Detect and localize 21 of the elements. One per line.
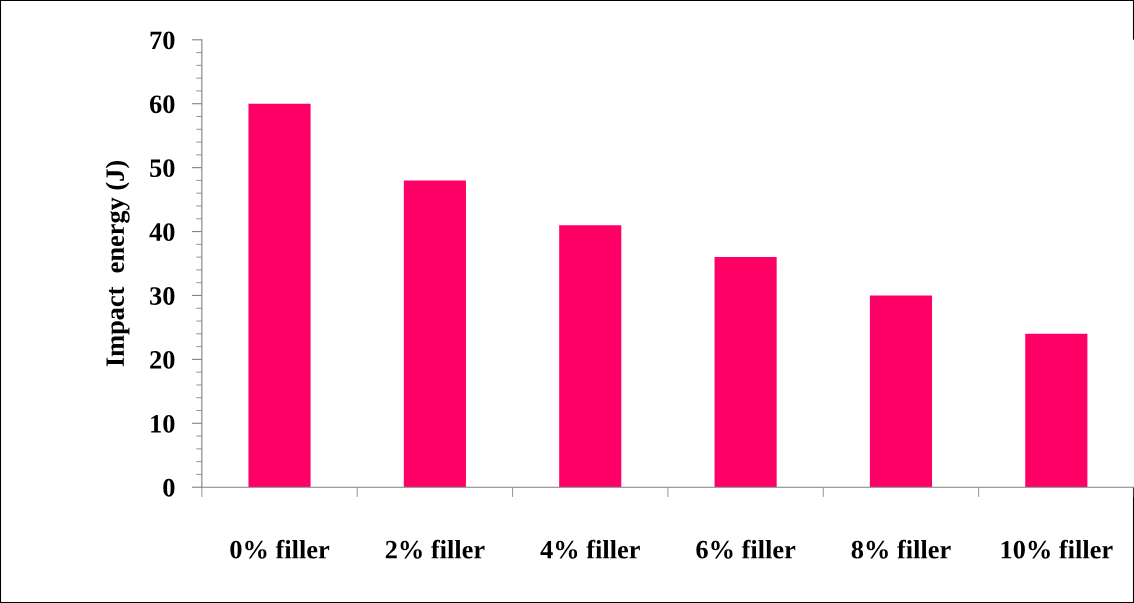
x-tick-label: 2% filler — [385, 539, 485, 559]
x-tick-label: 10% filler — [1001, 539, 1113, 559]
y-tick-label: 20 — [150, 351, 175, 369]
y-tick-label: 70 — [150, 31, 175, 50]
x-tick-label: 0% filler — [230, 539, 330, 559]
bar — [559, 225, 622, 488]
x-tick-label: 6% filler — [696, 539, 796, 559]
x-tick-label: 8% filler — [851, 539, 951, 559]
x-tick-label: 4% filler — [540, 539, 640, 559]
bar — [248, 103, 311, 488]
y-axis-title: Impact energy (J) — [105, 160, 130, 367]
bar — [714, 257, 777, 488]
y-tick-label: 60 — [149, 95, 175, 114]
y-tick-label: 30 — [150, 287, 175, 305]
y-tick-label: 0 — [163, 478, 175, 497]
bar — [1025, 333, 1088, 488]
bar — [403, 180, 466, 488]
bar — [869, 295, 933, 488]
y-tick-label: 10 — [151, 414, 175, 433]
y-tick-label: 40 — [149, 223, 175, 241]
y-tick-label: 50 — [150, 159, 175, 178]
